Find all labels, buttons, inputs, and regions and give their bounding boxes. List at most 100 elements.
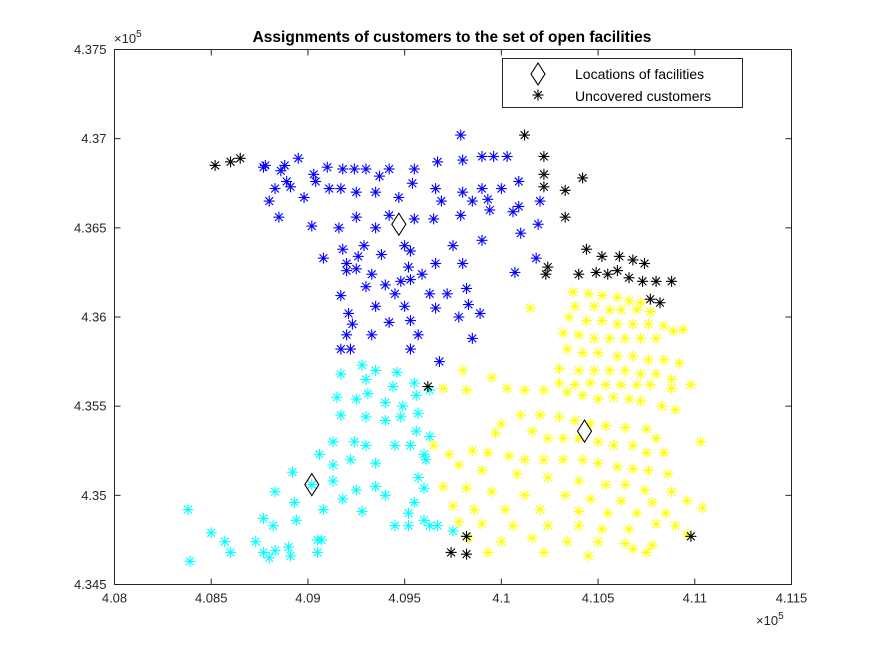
customer-point	[635, 395, 647, 407]
customer-point	[403, 261, 415, 273]
customer-point	[457, 365, 469, 376]
legend-box	[502, 58, 743, 108]
customer-point	[285, 181, 297, 193]
customer-point	[410, 425, 422, 437]
customer-point	[273, 211, 285, 223]
customer-point	[404, 315, 416, 327]
customer-point	[327, 459, 339, 471]
customer-point	[182, 504, 194, 516]
customer-point	[441, 288, 453, 300]
customer-point	[542, 432, 554, 444]
customer-point	[350, 393, 362, 405]
y-tick-label: 4.36	[81, 310, 106, 325]
legend-diamond-shape	[530, 61, 546, 87]
customer-point	[569, 414, 581, 426]
customer-point	[373, 170, 385, 182]
customer-point	[366, 329, 378, 341]
customer-point	[317, 252, 329, 264]
customer-point	[341, 329, 353, 341]
customer-point	[513, 175, 525, 187]
customer-point	[642, 318, 654, 330]
customer-point	[360, 281, 372, 293]
customer-point	[642, 354, 654, 366]
customer-point	[650, 332, 662, 344]
customer-point	[495, 183, 507, 195]
customer-point	[379, 489, 391, 501]
customer-point	[321, 161, 333, 173]
customer-point	[410, 389, 422, 401]
customer-point	[542, 520, 554, 532]
customer-point	[584, 377, 596, 389]
customer-point	[486, 372, 498, 384]
customer-point	[205, 527, 217, 539]
customer-point	[476, 183, 488, 195]
customer-point	[627, 439, 639, 451]
customer-point	[534, 409, 546, 421]
customer-point	[507, 206, 519, 218]
customer-point	[432, 156, 444, 168]
customer-point	[443, 448, 455, 460]
customer-point	[623, 393, 635, 405]
customer-point	[447, 525, 459, 537]
customer-point	[526, 532, 538, 544]
customer-point	[600, 379, 612, 391]
customer-point	[623, 523, 635, 535]
customer-point	[596, 250, 608, 262]
customer-point	[432, 520, 444, 532]
customer-point	[596, 523, 608, 535]
customer-point	[219, 536, 231, 548]
x-tick-label: 4.11	[683, 591, 707, 606]
customer-point	[412, 407, 424, 419]
customer-point	[567, 286, 579, 298]
customer-point	[515, 409, 527, 421]
customer-point	[263, 552, 275, 564]
customer-point	[542, 472, 554, 483]
customer-point	[685, 530, 697, 542]
customer-point	[461, 548, 473, 560]
customer-point	[337, 243, 349, 255]
customer-point	[577, 389, 589, 401]
customer-point	[292, 152, 304, 164]
customer-point	[358, 240, 370, 252]
customer-point	[646, 496, 658, 508]
axes-box	[114, 49, 792, 585]
customer-point	[631, 379, 643, 391]
customer-point	[608, 439, 620, 451]
customer-point	[250, 536, 262, 548]
customer-point	[561, 386, 573, 398]
y-tick-label: 4.345	[74, 577, 107, 592]
customer-point	[234, 152, 246, 164]
customer-point	[584, 493, 596, 505]
customer-point	[395, 275, 407, 287]
customer-point	[466, 195, 478, 207]
customer-point	[404, 439, 416, 451]
customer-point	[519, 384, 531, 396]
customer-point	[350, 211, 362, 223]
customer-point	[596, 315, 608, 327]
customer-point	[290, 514, 302, 526]
customer-point	[404, 343, 416, 355]
customer-point	[644, 306, 656, 318]
x-tick-label: 4.085	[195, 591, 228, 606]
customer-point	[627, 543, 639, 555]
facility-point	[576, 419, 593, 444]
customer-point	[573, 329, 585, 341]
customer-point	[360, 439, 372, 451]
customer-point	[588, 300, 600, 312]
customer-point	[637, 275, 649, 287]
customer-point	[453, 311, 465, 323]
customer-point	[580, 315, 592, 327]
customer-point	[360, 163, 372, 175]
customer-point	[650, 368, 662, 380]
customer-point	[308, 168, 320, 180]
customer-point	[619, 422, 631, 434]
facility-point	[304, 472, 320, 497]
customer-point	[457, 186, 469, 198]
customer-point	[669, 520, 681, 532]
customer-point	[395, 411, 407, 423]
x-tick-label: 4.08	[102, 591, 127, 606]
customer-point	[466, 445, 478, 457]
customer-point	[650, 432, 662, 444]
customer-point	[515, 227, 527, 239]
customer-point	[538, 384, 550, 396]
